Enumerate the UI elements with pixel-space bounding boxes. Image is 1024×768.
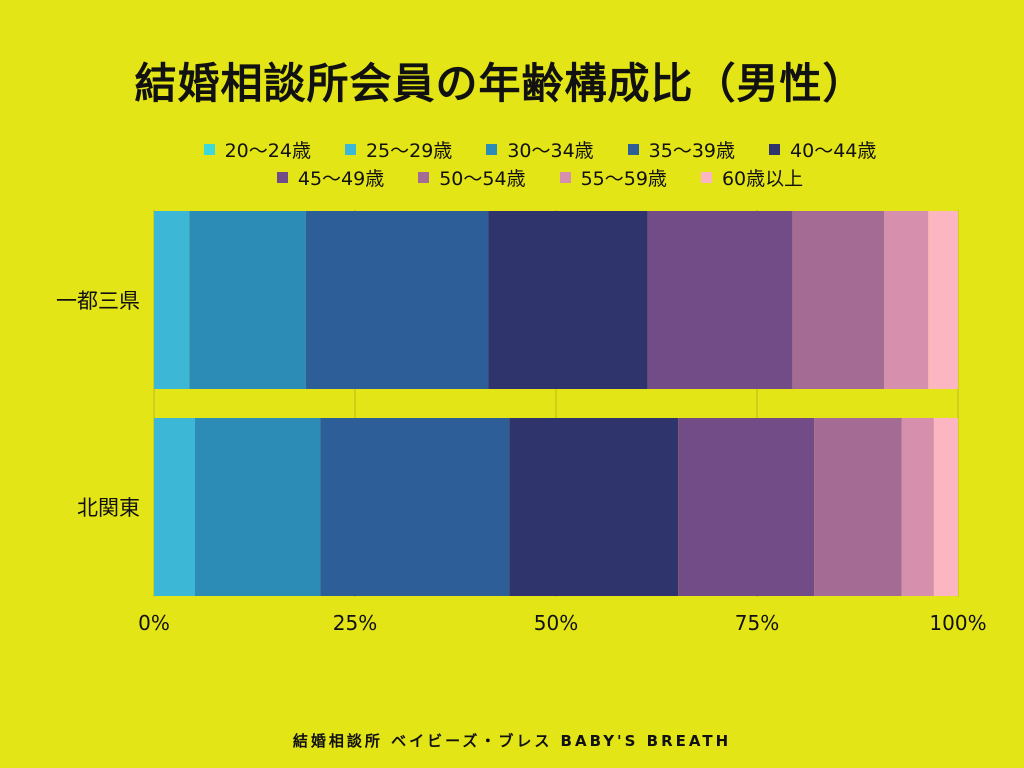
legend-item: 60歳以上	[700, 164, 804, 191]
bar-segment	[509, 418, 679, 596]
x-tick-label: 0%	[138, 611, 170, 635]
x-tick-label: 75%	[735, 611, 779, 635]
bar-segment	[647, 211, 793, 389]
legend-row: 20〜24歳 25〜29歳 30〜34歳 35〜39歳 40〜44歳	[110, 135, 970, 163]
bar-segment	[189, 211, 306, 389]
legend-swatch	[559, 171, 571, 183]
legend-item: 40〜44歳	[769, 136, 876, 163]
footer-brand: 結婚相談所 ベイビーズ・ブレス BABY'S BREATH	[292, 732, 732, 750]
legend-label: 35〜39歳	[648, 139, 736, 162]
chart-title: 結婚相談所会員の年齢構成比（男性）	[134, 59, 866, 108]
bar-segment	[154, 418, 196, 596]
legend-item: 50〜54歳	[418, 164, 526, 191]
bar-segment	[195, 418, 321, 596]
bar-segment	[305, 211, 489, 389]
bar-segment	[320, 418, 510, 596]
legend-swatch	[418, 171, 430, 183]
legend-label: 30〜34歳	[507, 139, 594, 162]
bar-segment	[154, 211, 190, 389]
legend-item: 25〜29歳	[344, 136, 453, 163]
bar-segment	[933, 418, 958, 596]
legend-swatch	[627, 143, 639, 155]
category-label: 一都三県	[56, 289, 140, 313]
category-label: 北関東	[77, 496, 140, 520]
x-tick-label: 25%	[333, 611, 377, 635]
legend-swatch	[276, 171, 288, 183]
legend: 20〜24歳 25〜29歳 30〜34歳 35〜39歳 40〜44歳 45〜49歳 50〜5…	[110, 135, 970, 191]
bar-segment	[814, 418, 902, 596]
legend-label: 45〜49歳	[297, 167, 385, 190]
legend-label: 25〜29歳	[365, 139, 453, 162]
bar-segment	[928, 211, 958, 389]
legend-swatch	[203, 143, 215, 155]
legend-label: 50〜54歳	[439, 167, 526, 190]
legend-item: 45〜49歳	[276, 164, 385, 191]
legend-label: 40〜44歳	[790, 139, 877, 162]
legend-label: 55〜59歳	[580, 167, 667, 190]
legend-item: 55〜59歳	[559, 164, 667, 191]
legend-item: 30〜34歳	[486, 136, 594, 163]
bar-segment	[678, 418, 815, 596]
bar-segment	[792, 211, 885, 389]
legend-row: 45〜49歳 50〜54歳 55〜59歳 60歳以上	[110, 163, 970, 191]
legend-label: 20〜24歳	[224, 139, 311, 162]
legend-label: 60歳以上	[721, 167, 804, 190]
legend-swatch	[486, 143, 498, 155]
x-tick-label: 100%	[929, 611, 986, 635]
legend-swatch	[700, 171, 712, 183]
legend-swatch	[769, 143, 781, 155]
x-tick-label: 50%	[534, 611, 578, 635]
legend-item: 20〜24歳	[203, 136, 311, 163]
legend-swatch	[344, 143, 356, 155]
legend-item: 35〜39歳	[627, 136, 736, 163]
bar-segment	[901, 418, 934, 596]
bar-segment	[884, 211, 929, 389]
bar-segment	[488, 211, 648, 389]
